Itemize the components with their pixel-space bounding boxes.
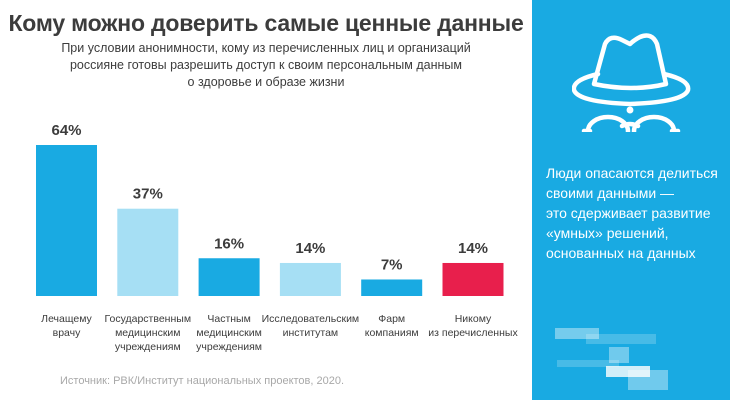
- decor-rect: [606, 366, 650, 377]
- category-label: Фарм компаниям: [365, 313, 419, 339]
- category-label: Исследовательским институтам: [262, 313, 360, 339]
- bar: [117, 208, 179, 296]
- decor-rect: [557, 360, 619, 367]
- decor-rect: [586, 334, 656, 344]
- bar-value-label: 7%: [381, 256, 403, 273]
- spy-incognito-icon: [572, 33, 691, 132]
- chart-title: Кому можно доверить самые ценные данные: [8, 10, 524, 36]
- panel-text-line: Люди опасаются делиться: [546, 165, 718, 181]
- panel-text-line: это сдерживает развитие: [546, 205, 711, 221]
- panel-text-line: основанных на данных: [546, 245, 696, 261]
- panel-message: Люди опасаются делиться своими данными —…: [546, 163, 726, 263]
- bar-value-label: 16%: [214, 235, 244, 252]
- subtitle-line: о здоровье и образе жизни: [187, 75, 345, 89]
- bar-value-label: 37%: [133, 186, 163, 203]
- decor-rect: [555, 328, 599, 339]
- bar-chart: 64% Лечащему врачу 37% Государственным медици…: [36, 122, 518, 353]
- bar: [36, 145, 97, 296]
- subtitle-line: При условии анонимности, кому из перечис…: [61, 41, 471, 55]
- decor-rect: [609, 347, 629, 363]
- source-note: Источник: РВК/Институт национальных прое…: [60, 375, 345, 387]
- chart-subtitle: При условии анонимности, кому из перечис…: [0, 40, 532, 91]
- panel-text-line: «умных» решений,: [546, 225, 669, 241]
- category-label: Лечащему врачу: [41, 313, 92, 339]
- bar: [442, 262, 504, 296]
- bar-value-label: 14%: [295, 240, 325, 257]
- category-label: Государственным медицинским учреждениям: [105, 313, 192, 353]
- bar: [279, 262, 341, 296]
- bar: [198, 258, 260, 296]
- category-label: Никому из перечисленных: [428, 313, 518, 339]
- decor-rect: [628, 370, 668, 390]
- bar-value-label: 64%: [51, 122, 81, 139]
- category-label: Частным медицинским учреждениям: [196, 313, 262, 353]
- bar: [361, 279, 423, 296]
- panel-text-line: своими данными —: [546, 185, 675, 201]
- subtitle-line: россияне готовы разрешить доступ к своим…: [69, 58, 462, 72]
- side-panel: Люди опасаются делиться своими данными —…: [532, 0, 730, 400]
- bar-value-label: 14%: [458, 240, 488, 257]
